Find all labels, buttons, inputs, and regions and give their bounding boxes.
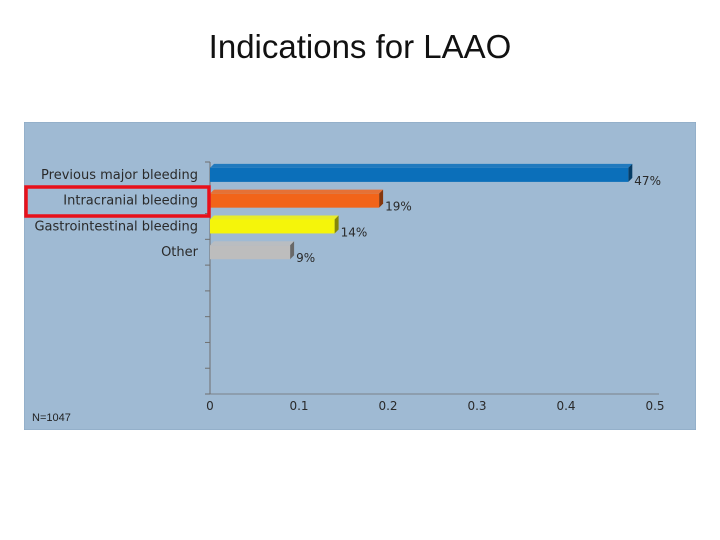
chart-panel: 0 0.1 0.2 0.3 0.4 0.5 Previous major bleeding 4…	[24, 122, 696, 430]
data-label: 47%	[634, 174, 661, 188]
bar-top-face	[210, 241, 295, 246]
data-label: 14%	[341, 225, 368, 239]
x-tick-label: 0.5	[645, 399, 664, 413]
bar-top-face	[210, 189, 384, 194]
category-label: Intracranial bleeding	[63, 194, 198, 209]
bar	[210, 167, 629, 182]
bar-side-face	[334, 215, 339, 234]
bar	[210, 245, 291, 260]
category-label: Other	[161, 245, 199, 260]
data-label: 19%	[385, 200, 412, 214]
x-tick-label: 0.4	[556, 399, 575, 413]
bar-top-face	[210, 163, 633, 168]
bar	[210, 219, 335, 234]
slide-title: Indications for LAAO	[208, 28, 512, 65]
sample-size-note: N=1047	[32, 412, 71, 424]
x-tick-label: 0.1	[289, 399, 308, 413]
highlight-box	[24, 185, 211, 218]
bar-side-face	[379, 189, 384, 208]
bar-side-face	[628, 163, 633, 182]
bar-top-face	[210, 215, 339, 220]
x-tick-label: 0.2	[378, 399, 397, 413]
bar-side-face	[290, 241, 295, 260]
x-tick-label: 0	[206, 399, 214, 413]
data-label: 9%	[296, 251, 315, 265]
x-tick-label: 0.3	[467, 399, 486, 413]
category-label: Gastrointestinal bleeding	[34, 219, 198, 234]
category-label: Previous major bleeding	[41, 168, 198, 183]
bar	[210, 193, 380, 208]
bar-chart: 0 0.1 0.2 0.3 0.4 0.5 Previous major bleeding 4…	[24, 122, 696, 430]
